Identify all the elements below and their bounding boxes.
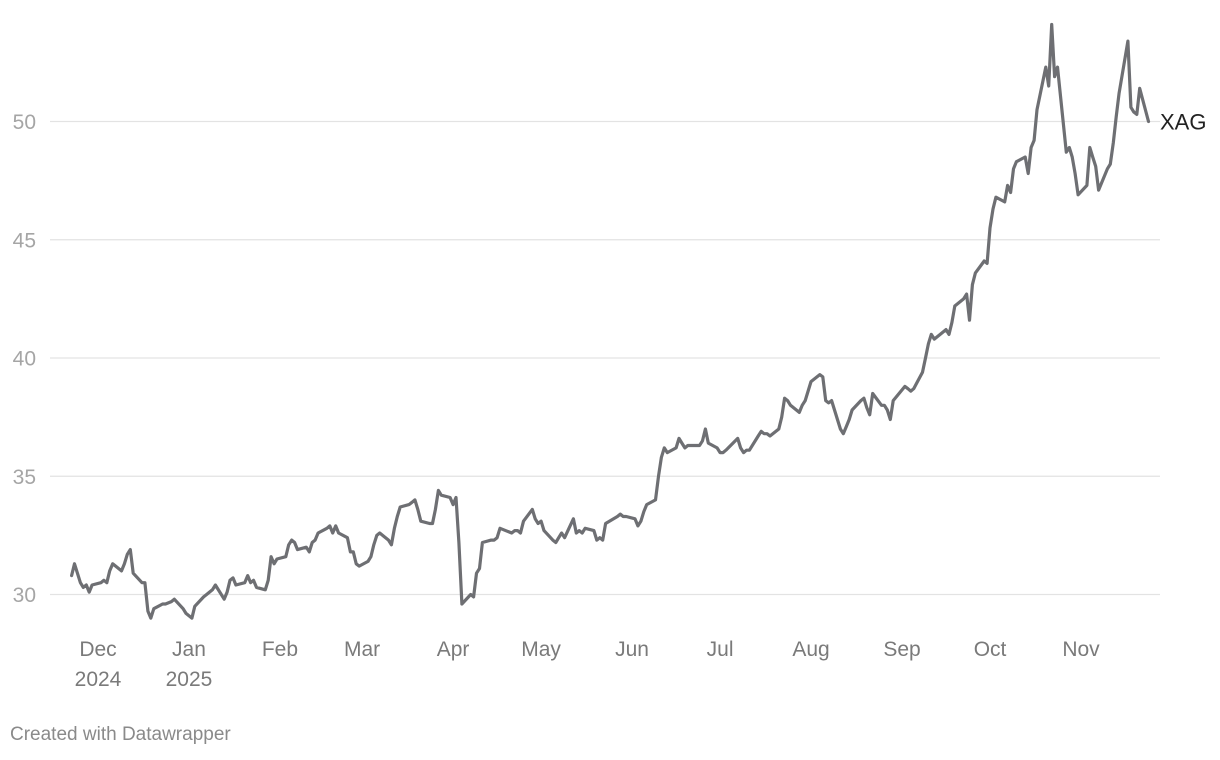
y-tick-label: 35	[13, 466, 36, 489]
x-tick-label: Feb	[262, 638, 298, 661]
x-tick-label: May	[521, 638, 561, 661]
series-layer: XAG	[70, 22, 1206, 620]
x-tick-label: Sep	[883, 638, 920, 661]
y-tick-label: 45	[13, 229, 36, 252]
x-axis: Dec 2024 Jan 2025 Feb Mar Apr May Jun Jul Aug Sep Oc…	[75, 638, 1101, 691]
x-tick-label: Jun	[615, 638, 649, 661]
series-line-xag	[70, 22, 1151, 620]
x-tick-sublabel: 2025	[166, 668, 213, 691]
x-tick-label: Oct	[974, 638, 1007, 661]
x-tick-label: Aug	[792, 638, 829, 661]
x-tick-label: Dec	[79, 638, 116, 661]
x-tick-label: Jan	[172, 638, 206, 661]
y-tick-label: 30	[13, 584, 36, 607]
x-tick-label: Apr	[437, 638, 470, 661]
y-axis: 30 35 40 45 50	[13, 111, 36, 607]
x-tick-label: Mar	[344, 638, 380, 661]
series-label: XAG	[1160, 110, 1206, 135]
y-tick-label: 50	[13, 111, 36, 134]
y-tick-label: 40	[13, 348, 36, 371]
x-tick-sublabel: 2024	[75, 668, 122, 691]
gridlines	[50, 120, 1160, 596]
x-tick-label: Nov	[1062, 638, 1100, 661]
footer-credit: Created with Datawrapper	[10, 724, 231, 745]
x-tick-label: Jul	[707, 638, 734, 661]
